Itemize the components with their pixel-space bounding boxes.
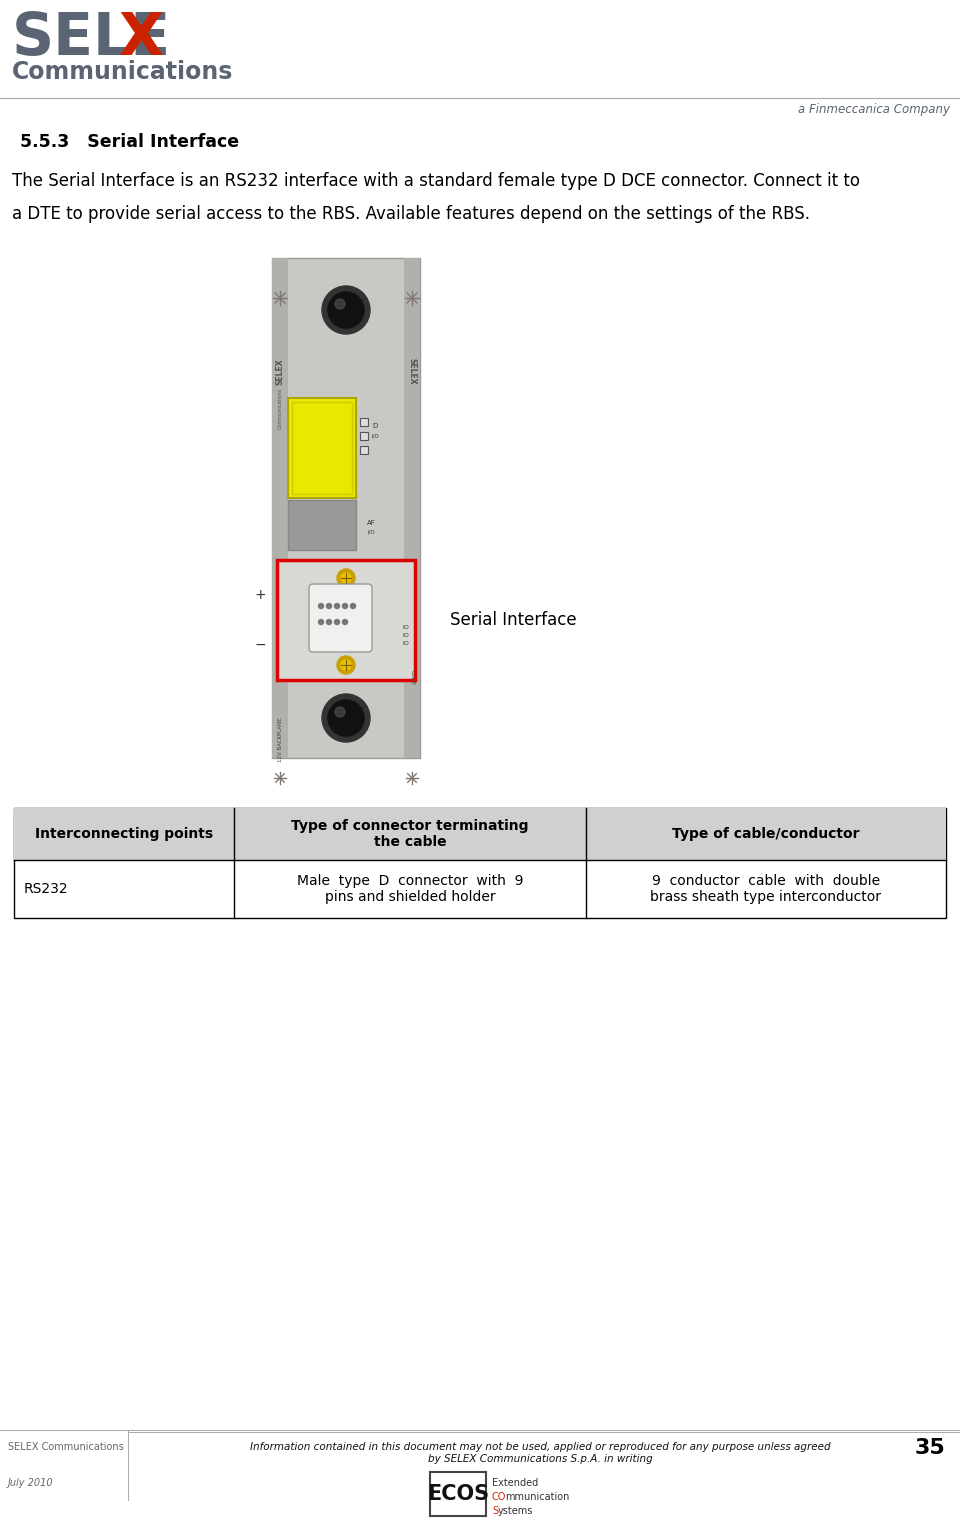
Circle shape xyxy=(341,573,351,583)
Circle shape xyxy=(335,299,345,310)
Text: Information contained in this document may not be used, applied or reproduced fo: Information contained in this document m… xyxy=(250,1443,830,1464)
Text: 5.5.3   Serial Interface: 5.5.3 Serial Interface xyxy=(20,133,239,151)
Bar xyxy=(272,258,420,758)
FancyBboxPatch shape xyxy=(309,584,372,653)
Bar xyxy=(272,258,288,758)
Bar xyxy=(14,808,946,860)
Text: SELEX: SELEX xyxy=(276,358,284,384)
Text: The Serial Interface is an RS232 interface with a standard female type D DCE con: The Serial Interface is an RS232 interfa… xyxy=(12,172,860,191)
Text: CORE: CORE xyxy=(410,671,415,686)
Circle shape xyxy=(328,700,364,737)
Text: RS232: RS232 xyxy=(24,881,68,897)
Circle shape xyxy=(335,708,345,717)
Bar xyxy=(360,445,368,454)
Text: Male  type  D  connector  with  9
pins and shielded holder: Male type D connector with 9 pins and sh… xyxy=(297,874,523,904)
Circle shape xyxy=(322,287,370,334)
Text: Serial Interface: Serial Interface xyxy=(450,612,577,628)
Text: CO: CO xyxy=(492,1491,506,1502)
Circle shape xyxy=(341,660,351,669)
Ellipse shape xyxy=(335,711,357,724)
Text: ECOS: ECOS xyxy=(427,1484,489,1504)
Text: 12V BACKPLANE: 12V BACKPLANE xyxy=(277,718,282,762)
Text: Type of connector terminating
the cable: Type of connector terminating the cable xyxy=(291,819,529,849)
Circle shape xyxy=(334,619,340,625)
Circle shape xyxy=(334,604,340,608)
Text: S: S xyxy=(492,1507,498,1516)
Text: Communications: Communications xyxy=(277,387,282,430)
Bar xyxy=(14,808,946,918)
Text: Extended: Extended xyxy=(492,1478,539,1488)
Circle shape xyxy=(350,604,355,608)
Bar xyxy=(404,258,420,758)
Circle shape xyxy=(319,619,324,625)
Bar xyxy=(430,1472,486,1516)
Text: Type of cable/conductor: Type of cable/conductor xyxy=(672,827,860,840)
Circle shape xyxy=(337,569,355,587)
Circle shape xyxy=(326,619,331,625)
Text: a DTE to provide serial access to the RBS. Available features depend on the sett: a DTE to provide serial access to the RB… xyxy=(12,204,810,223)
Circle shape xyxy=(322,694,370,743)
Text: Interconnecting points: Interconnecting points xyxy=(35,827,213,840)
Text: 9  conductor  cable  with  double
brass sheath type interconductor: 9 conductor cable with double brass shea… xyxy=(651,874,881,904)
Text: SELEX Communications: SELEX Communications xyxy=(8,1443,124,1452)
Circle shape xyxy=(328,291,364,328)
Text: 35: 35 xyxy=(914,1438,945,1458)
Bar xyxy=(288,398,356,499)
Bar xyxy=(360,418,368,425)
Circle shape xyxy=(326,604,331,608)
Circle shape xyxy=(343,604,348,608)
Text: X: X xyxy=(119,11,164,67)
Bar xyxy=(277,560,415,680)
Text: AF: AF xyxy=(367,520,375,526)
Text: D: D xyxy=(372,422,377,429)
Text: mmunication: mmunication xyxy=(505,1491,569,1502)
Text: +: + xyxy=(254,589,266,602)
Polygon shape xyxy=(338,712,350,724)
Text: SELEX: SELEX xyxy=(407,358,417,384)
Text: SELE: SELE xyxy=(12,11,171,67)
Circle shape xyxy=(337,656,355,674)
Bar xyxy=(288,500,356,551)
Text: a Finmeccanica Company: a Finmeccanica Company xyxy=(798,104,950,116)
Bar xyxy=(292,403,352,494)
Text: Communications: Communications xyxy=(12,59,233,84)
Circle shape xyxy=(343,619,348,625)
Text: I/O: I/O xyxy=(367,531,374,535)
Bar xyxy=(360,432,368,441)
Text: IO
IO
IO: IO IO IO xyxy=(402,625,409,647)
Circle shape xyxy=(319,604,324,608)
Text: July 2010: July 2010 xyxy=(8,1478,54,1488)
Text: I/O: I/O xyxy=(372,435,380,439)
Text: −: − xyxy=(254,637,266,653)
Text: ystems: ystems xyxy=(498,1507,534,1516)
